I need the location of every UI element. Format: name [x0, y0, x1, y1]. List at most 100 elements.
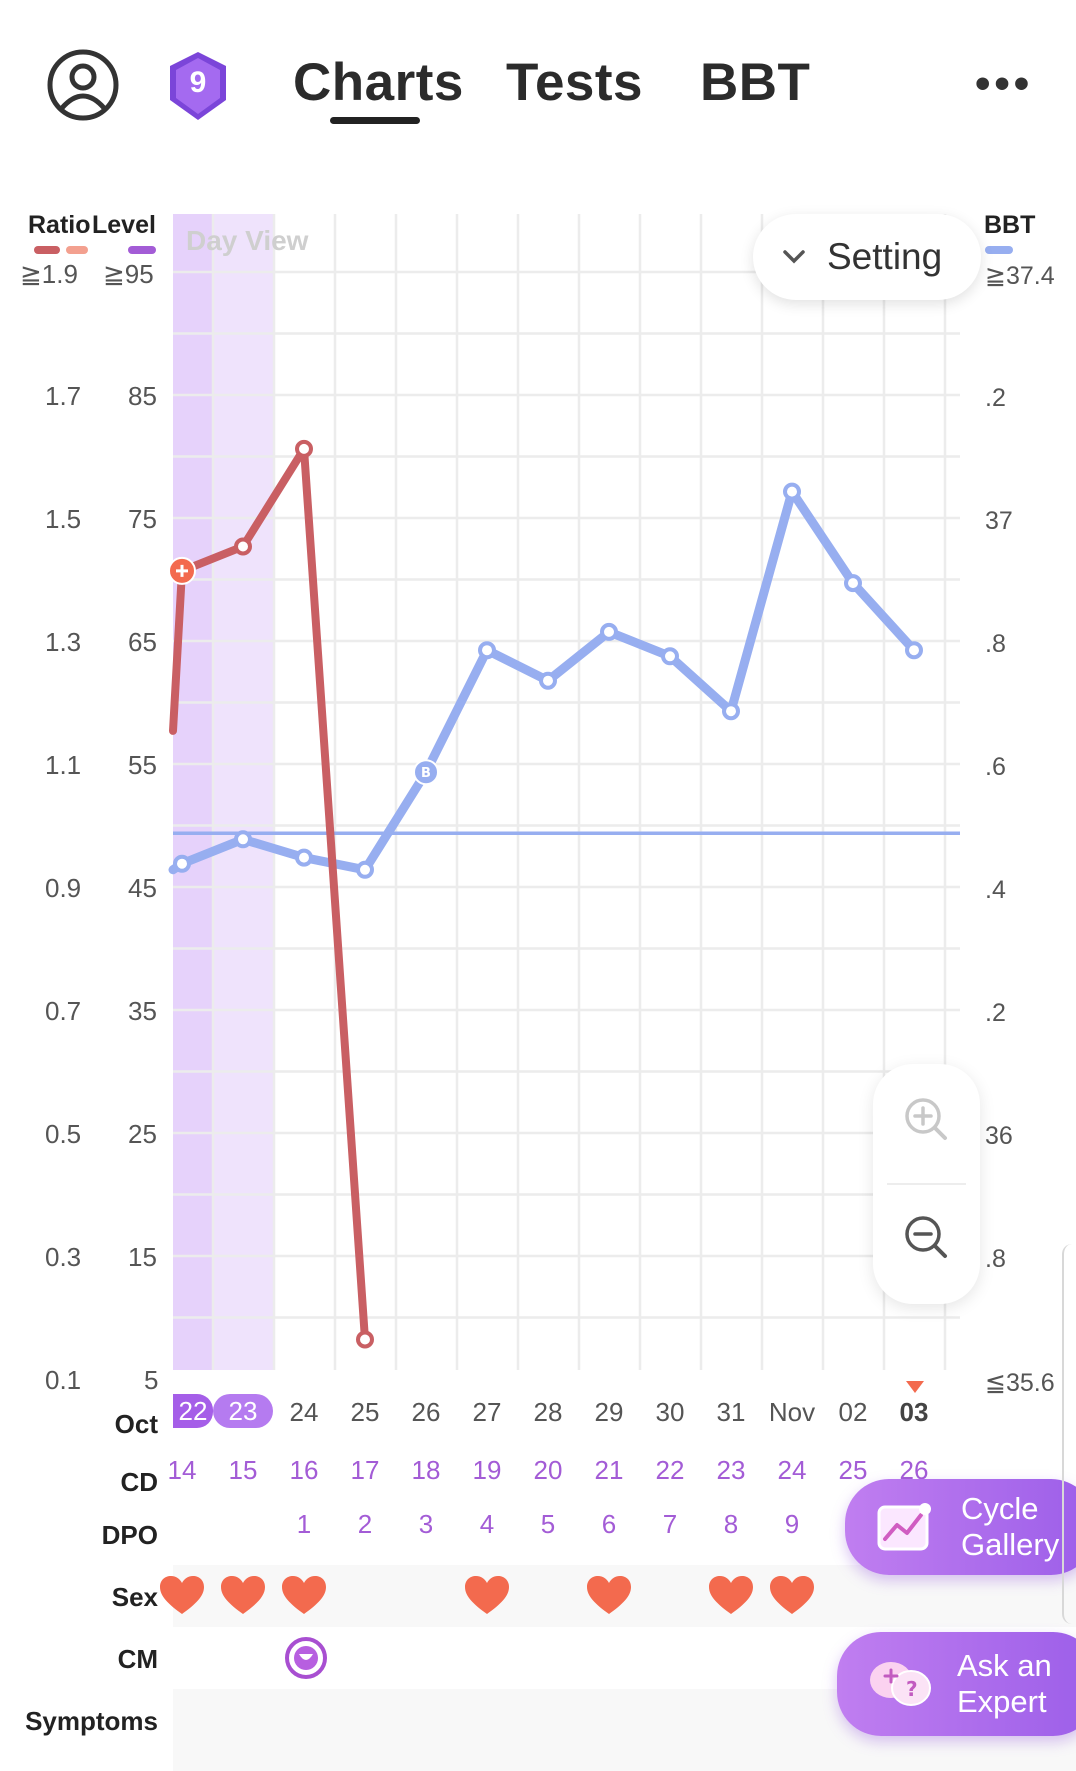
cm-row-label: CM: [117, 1644, 158, 1674]
level-tick: 25: [128, 1119, 157, 1149]
fertility-chart[interactable]: B: [0, 0, 1076, 1410]
ratio-point: [295, 439, 313, 458]
date-cell: 25: [350, 1397, 380, 1427]
dpo-cell: 5: [540, 1509, 556, 1539]
sex-row-label: Sex: [111, 1582, 158, 1612]
dpo-cell: 1: [296, 1509, 312, 1539]
dpo-cell: 9: [784, 1509, 800, 1539]
ratio-tick: 0.7: [45, 996, 82, 1026]
bbt-tick: .2: [985, 999, 1006, 1027]
date-cell: 30: [655, 1397, 685, 1427]
cycle-day-cell: 22: [655, 1455, 685, 1485]
tab-charts[interactable]: Charts: [293, 53, 464, 112]
bbt-point: [722, 702, 740, 721]
heart-shape: [770, 1576, 814, 1614]
cycle-day-cell: 18: [411, 1455, 441, 1485]
level-tick: 75: [128, 504, 157, 534]
date-cell: 23: [213, 1394, 273, 1428]
ratio-tick: 0.5: [45, 1119, 82, 1149]
ask-expert-button[interactable]: ? Ask an Expert: [837, 1632, 1076, 1736]
ratio-tick: ≧1.9: [20, 259, 78, 289]
ratio-tick: 1.1: [45, 750, 82, 780]
more-options-icon[interactable]: •••: [975, 59, 1034, 108]
level-legend-swatch: [128, 246, 156, 254]
bbt-point-biphasic: [413, 759, 439, 786]
bbt-point: [295, 848, 313, 867]
month-label: Oct: [114, 1409, 158, 1439]
heart-shape: [282, 1576, 326, 1614]
zoom-in-icon[interactable]: [903, 1096, 949, 1142]
today-marker-icon: [905, 1380, 925, 1394]
cycle-gallery-button[interactable]: Cycle Gallery: [845, 1479, 1076, 1575]
dpo-cell: 3: [418, 1509, 434, 1539]
tab-tests[interactable]: Tests: [506, 53, 644, 112]
zoom-out-icon[interactable]: [903, 1214, 949, 1260]
bbt-tick: 37: [985, 507, 1013, 535]
bbt-tick: .4: [985, 876, 1006, 904]
heart-icon[interactable]: [707, 1574, 755, 1618]
bbt-point: [844, 574, 862, 593]
heart-icon[interactable]: [280, 1574, 328, 1618]
period-band-day-2: [213, 214, 273, 1370]
setting-label: Setting: [827, 236, 943, 277]
heart-icon[interactable]: [585, 1574, 633, 1618]
chevron-down-icon: [781, 247, 807, 267]
dpo-cell: 8: [723, 1509, 739, 1539]
setting-button[interactable]: Setting: [753, 214, 981, 300]
bbt-point: [600, 622, 618, 641]
dpo-cell: 6: [601, 1509, 617, 1539]
tab-bbt[interactable]: BBT: [700, 53, 811, 112]
heart-shape: [709, 1576, 753, 1614]
bbt-legend-swatch: [985, 246, 1013, 254]
ratio-tick: 1.7: [45, 381, 82, 411]
bbt-series-line: [168, 487, 919, 875]
expert-label-line1: Ask an: [957, 1648, 1052, 1683]
level-tick: 55: [128, 750, 157, 780]
cycle-day-cell: 19: [472, 1455, 502, 1485]
ratio-axis-header: Ratio: [28, 211, 91, 239]
plus-icon: [176, 564, 188, 577]
heart-icon[interactable]: [158, 1574, 206, 1618]
cervical-mucus-icon[interactable]: [284, 1636, 328, 1680]
cycle-day-cell: 16: [289, 1455, 319, 1485]
bbt-point: [356, 860, 374, 879]
ratio-tick: 0.3: [45, 1242, 82, 1272]
bbt-tick: ≦35.6: [985, 1369, 1055, 1397]
profile-icon[interactable]: [46, 48, 120, 122]
chat-question-icon: ?: [867, 1658, 935, 1712]
date-cell: 24: [289, 1397, 319, 1427]
heart-icon[interactable]: [463, 1574, 511, 1618]
heart-icon[interactable]: [219, 1574, 267, 1618]
bbt-tick: .6: [985, 753, 1006, 781]
level-tick: ≧95: [103, 259, 154, 289]
bbt-point-b-label: B: [421, 766, 431, 781]
date-cell: 02: [838, 1397, 868, 1427]
heart-icon[interactable]: [768, 1574, 816, 1618]
date-cell: 03: [899, 1397, 929, 1427]
badge-number: 9: [189, 66, 207, 99]
zoom-divider: [887, 1183, 966, 1185]
cycle-day-cell: 17: [350, 1455, 380, 1485]
period-band-day-1: [173, 214, 213, 1370]
right-edge-handle[interactable]: [1062, 1244, 1076, 1624]
bbt-point: [173, 854, 191, 873]
cycle-day-cell: 14: [167, 1455, 197, 1485]
bbt-point: [905, 641, 923, 660]
cycle-day-cell: 15: [228, 1455, 258, 1485]
cycle-day-cell: 21: [594, 1455, 624, 1485]
bbt-point: [539, 671, 557, 690]
ratio-legend-swatch: [34, 246, 60, 254]
heart-shape: [221, 1576, 265, 1614]
date-cell: 31: [716, 1397, 746, 1427]
cycle-day-cell: 24: [777, 1455, 807, 1485]
ratio-tick: 1.5: [45, 504, 82, 534]
gallery-label-line1: Cycle: [961, 1491, 1039, 1526]
ratio-point: [234, 537, 252, 556]
date-cell: 27: [472, 1397, 502, 1427]
bbt-point: [478, 641, 496, 660]
dpo-cell: 2: [357, 1509, 373, 1539]
level-tick: 85: [128, 381, 157, 411]
cd-row-label: CD: [120, 1467, 158, 1497]
ratio-legend-swatch-light: [66, 246, 88, 254]
level-badge-icon[interactable]: 9: [166, 50, 230, 122]
